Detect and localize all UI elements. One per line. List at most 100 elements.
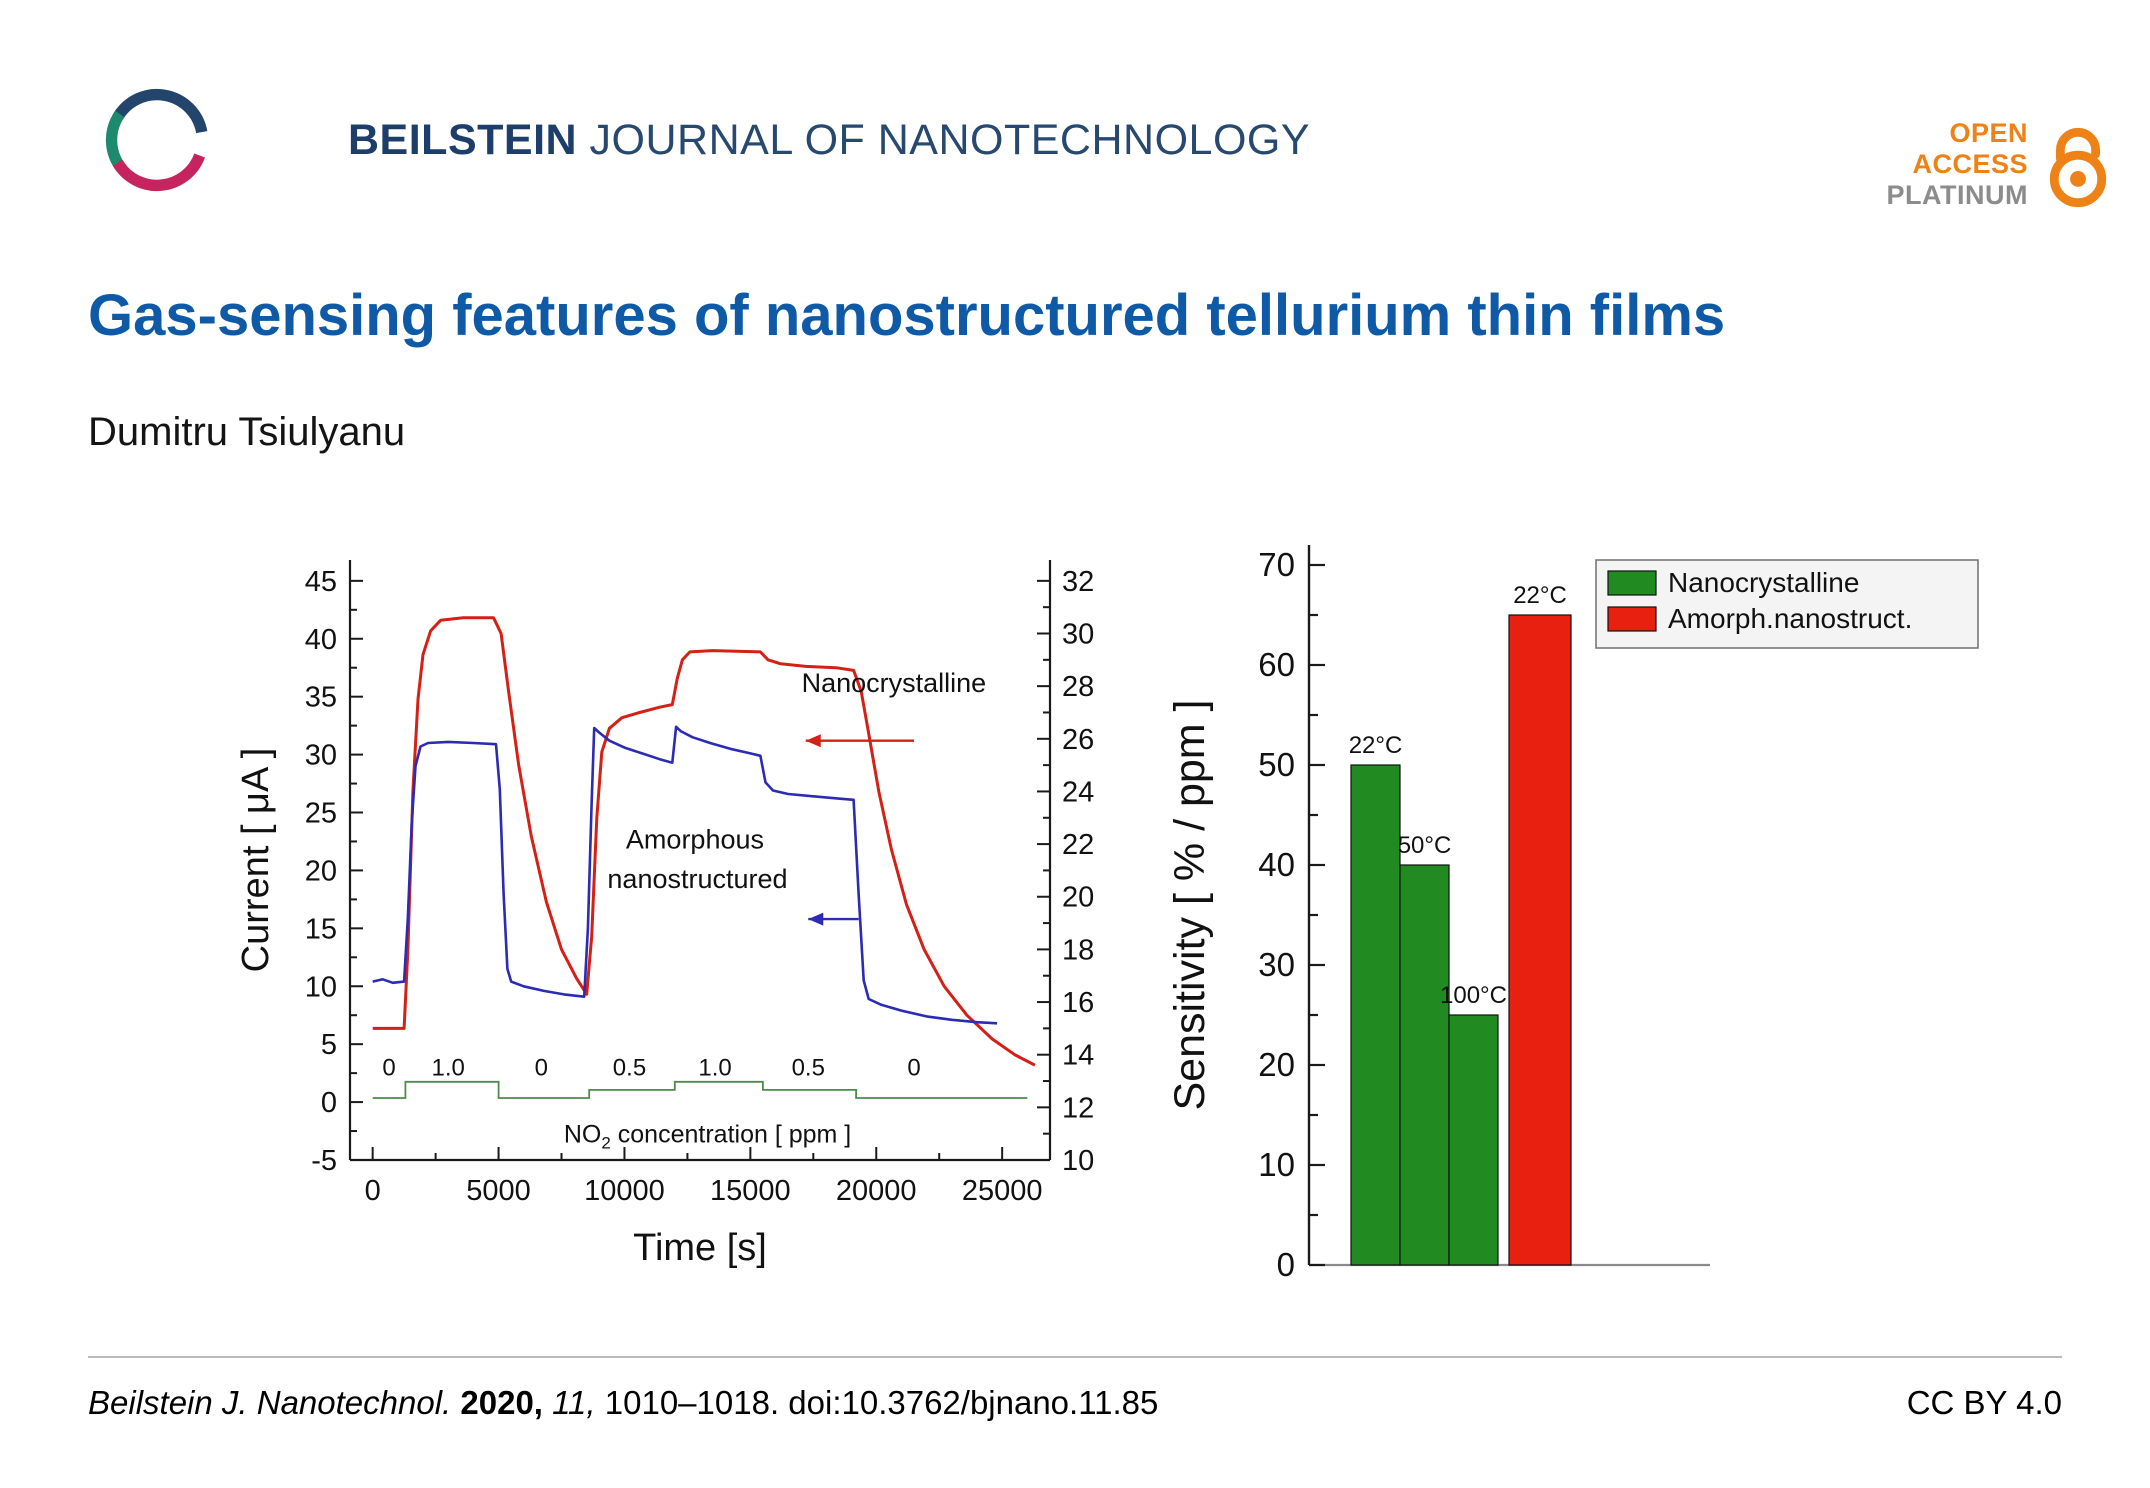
amorphous-arrow xyxy=(808,912,859,926)
journal-name-bold: BEILSTEIN xyxy=(348,116,578,164)
svg-text:24: 24 xyxy=(1062,776,1094,808)
journal-name-rest: JOURNAL OF NANOTECHNOLOGY xyxy=(589,116,1311,164)
tick-labels: 0 10 20 30 40 50 60 70 xyxy=(1258,546,1295,1283)
nanocrystalline-arrow xyxy=(805,734,915,748)
current-vs-time-line-chart: -5 0 5 10 15 20 25 30 35 40 45 10 12 14 16 18 20 22 24 26 28… xyxy=(235,560,1094,1269)
ticks xyxy=(350,579,1050,1161)
svg-text:20: 20 xyxy=(305,855,337,887)
logo-arc-pink xyxy=(112,153,206,192)
svg-text:5: 5 xyxy=(321,1029,337,1061)
citation-volume: 11, xyxy=(552,1384,596,1421)
bar-Nanocrystalline-22°C xyxy=(1350,764,1401,1266)
bar-Nanocrystalline-50°C xyxy=(1399,864,1450,1266)
svg-text:15000: 15000 xyxy=(710,1175,791,1207)
y-axis-title: Current [ μA ] xyxy=(235,748,277,973)
svg-text:0: 0 xyxy=(535,1054,548,1081)
logo-arc-teal xyxy=(105,110,127,173)
svg-text:60: 60 xyxy=(1258,646,1295,683)
amorphous-label-line2: nanostructured xyxy=(607,864,787,894)
legend-label: Amorph.nanostruct. xyxy=(1668,603,1912,634)
series-amorphous-nanostructured xyxy=(372,725,998,1025)
svg-text:-5: -5 xyxy=(311,1145,337,1177)
svg-text:18: 18 xyxy=(1062,934,1094,966)
bar-temperature-label: 50°C xyxy=(1398,832,1452,859)
svg-text:28: 28 xyxy=(1062,671,1094,703)
svg-text:16: 16 xyxy=(1062,987,1094,1019)
bars xyxy=(1350,614,1572,1266)
svg-text:5000: 5000 xyxy=(466,1175,531,1207)
bar-Amorph.nanostruct.-22°C xyxy=(1508,614,1572,1266)
svg-text:0: 0 xyxy=(1277,1246,1295,1283)
citation: Beilstein J. Nanotechnol. 2020, 11, 1010… xyxy=(88,1384,1158,1422)
citation-journal: Beilstein J. Nanotechnol. xyxy=(88,1384,452,1421)
open-access-line3: PLATINUM xyxy=(1886,179,2028,210)
beilstein-logo xyxy=(105,88,208,192)
author-name: Dumitru Tsiulyanu xyxy=(88,410,406,454)
tick-labels: -5 0 5 10 15 20 25 30 35 40 45 10 12 14 16 18 20 22 24 26 28… xyxy=(305,566,1095,1207)
bar-temperature-label: 22°C xyxy=(1513,582,1567,609)
svg-text:14: 14 xyxy=(1062,1040,1094,1072)
legend: Nanocrystalline Amorph.nanostruct. xyxy=(1595,559,1979,649)
svg-text:25: 25 xyxy=(305,798,337,830)
legend-label: Nanocrystalline xyxy=(1668,567,1859,598)
svg-text:0.5: 0.5 xyxy=(613,1054,646,1081)
citation-pages-doi: 1010–1018. doi:10.3762/bjnano.11.85 xyxy=(604,1384,1159,1421)
legend-swatch xyxy=(1607,606,1657,632)
svg-text:40: 40 xyxy=(1258,846,1295,883)
svg-text:50: 50 xyxy=(1258,746,1295,783)
svg-text:0: 0 xyxy=(382,1054,395,1081)
open-access-icon xyxy=(2049,127,2107,208)
logo-arc-navy xyxy=(112,88,208,134)
svg-text:1.0: 1.0 xyxy=(432,1054,465,1081)
svg-text:26: 26 xyxy=(1062,724,1094,756)
svg-text:10: 10 xyxy=(1062,1145,1094,1177)
svg-text:30: 30 xyxy=(1062,618,1094,650)
legend-box xyxy=(1595,559,1979,649)
lock-shackle xyxy=(2056,127,2100,164)
no2-concentration-label: NO2 concentration [ ppm ] xyxy=(564,1121,851,1153)
open-access-line1: OPEN xyxy=(1949,118,2028,148)
citation-year: 2020, xyxy=(460,1384,543,1421)
svg-text:0: 0 xyxy=(321,1087,337,1119)
svg-text:25000: 25000 xyxy=(962,1175,1043,1207)
svg-text:70: 70 xyxy=(1258,546,1295,583)
svg-text:12: 12 xyxy=(1062,1092,1094,1124)
amorphous-label-line1: Amorphous xyxy=(626,824,764,854)
svg-text:0.5: 0.5 xyxy=(792,1054,825,1081)
ticks xyxy=(1309,563,1325,1267)
svg-text:10: 10 xyxy=(1258,1146,1295,1183)
sensitivity-bar-chart: 0 10 20 30 40 50 60 70 Sensitivity [ % / ppm ] 22… xyxy=(1166,545,1979,1283)
svg-text:30: 30 xyxy=(305,740,337,772)
footer-divider xyxy=(88,1356,2062,1358)
bar-temperature-label: 100°C xyxy=(1440,982,1507,1009)
series-no2-concentration xyxy=(372,1080,1028,1099)
x-axis-title: Time [s] xyxy=(633,1227,767,1269)
page-title: Gas-sensing features of nanostructured t… xyxy=(88,283,1726,348)
lock-body xyxy=(2049,150,2107,208)
svg-text:20: 20 xyxy=(1258,1046,1295,1083)
journal-name: BEILSTEIN JOURNAL OF NANOTECHNOLOGY xyxy=(348,116,1310,165)
y-axis-title: Sensitivity [ % / ppm ] xyxy=(1166,699,1214,1110)
svg-text:30: 30 xyxy=(1258,946,1295,983)
svg-text:20000: 20000 xyxy=(836,1175,917,1207)
open-access-badge: OPEN ACCESS PLATINUM xyxy=(1887,118,2028,210)
nanocrystalline-label: Nanocrystalline xyxy=(802,668,987,698)
svg-text:35: 35 xyxy=(305,682,337,714)
line-chart-root: -5 0 5 10 15 20 25 30 35 40 45 10 12 14 16 18 20 22 24 26 28… xyxy=(235,560,1094,1269)
license-label: CC BY 4.0 xyxy=(1906,1384,2062,1421)
legend-swatch xyxy=(1607,570,1657,596)
svg-text:10: 10 xyxy=(305,971,337,1003)
svg-text:32: 32 xyxy=(1062,566,1094,598)
svg-text:15: 15 xyxy=(305,913,337,945)
concentration-step-labels: 0 1.0 0 0.5 1.0 0.5 0 xyxy=(382,1054,920,1081)
open-access-line2: ACCESS xyxy=(1912,148,2028,179)
bar-temperature-label: 22°C xyxy=(1349,732,1403,759)
svg-text:0: 0 xyxy=(365,1175,381,1207)
lock-keyhole xyxy=(2070,171,2086,187)
bar-chart-root: 0 10 20 30 40 50 60 70 Sensitivity [ % / ppm ] 22… xyxy=(1166,545,1979,1283)
svg-text:40: 40 xyxy=(305,624,337,656)
svg-text:45: 45 xyxy=(305,566,337,598)
series-nanocrystalline xyxy=(372,616,1036,1067)
bar-Nanocrystalline-100°C xyxy=(1448,1014,1499,1266)
